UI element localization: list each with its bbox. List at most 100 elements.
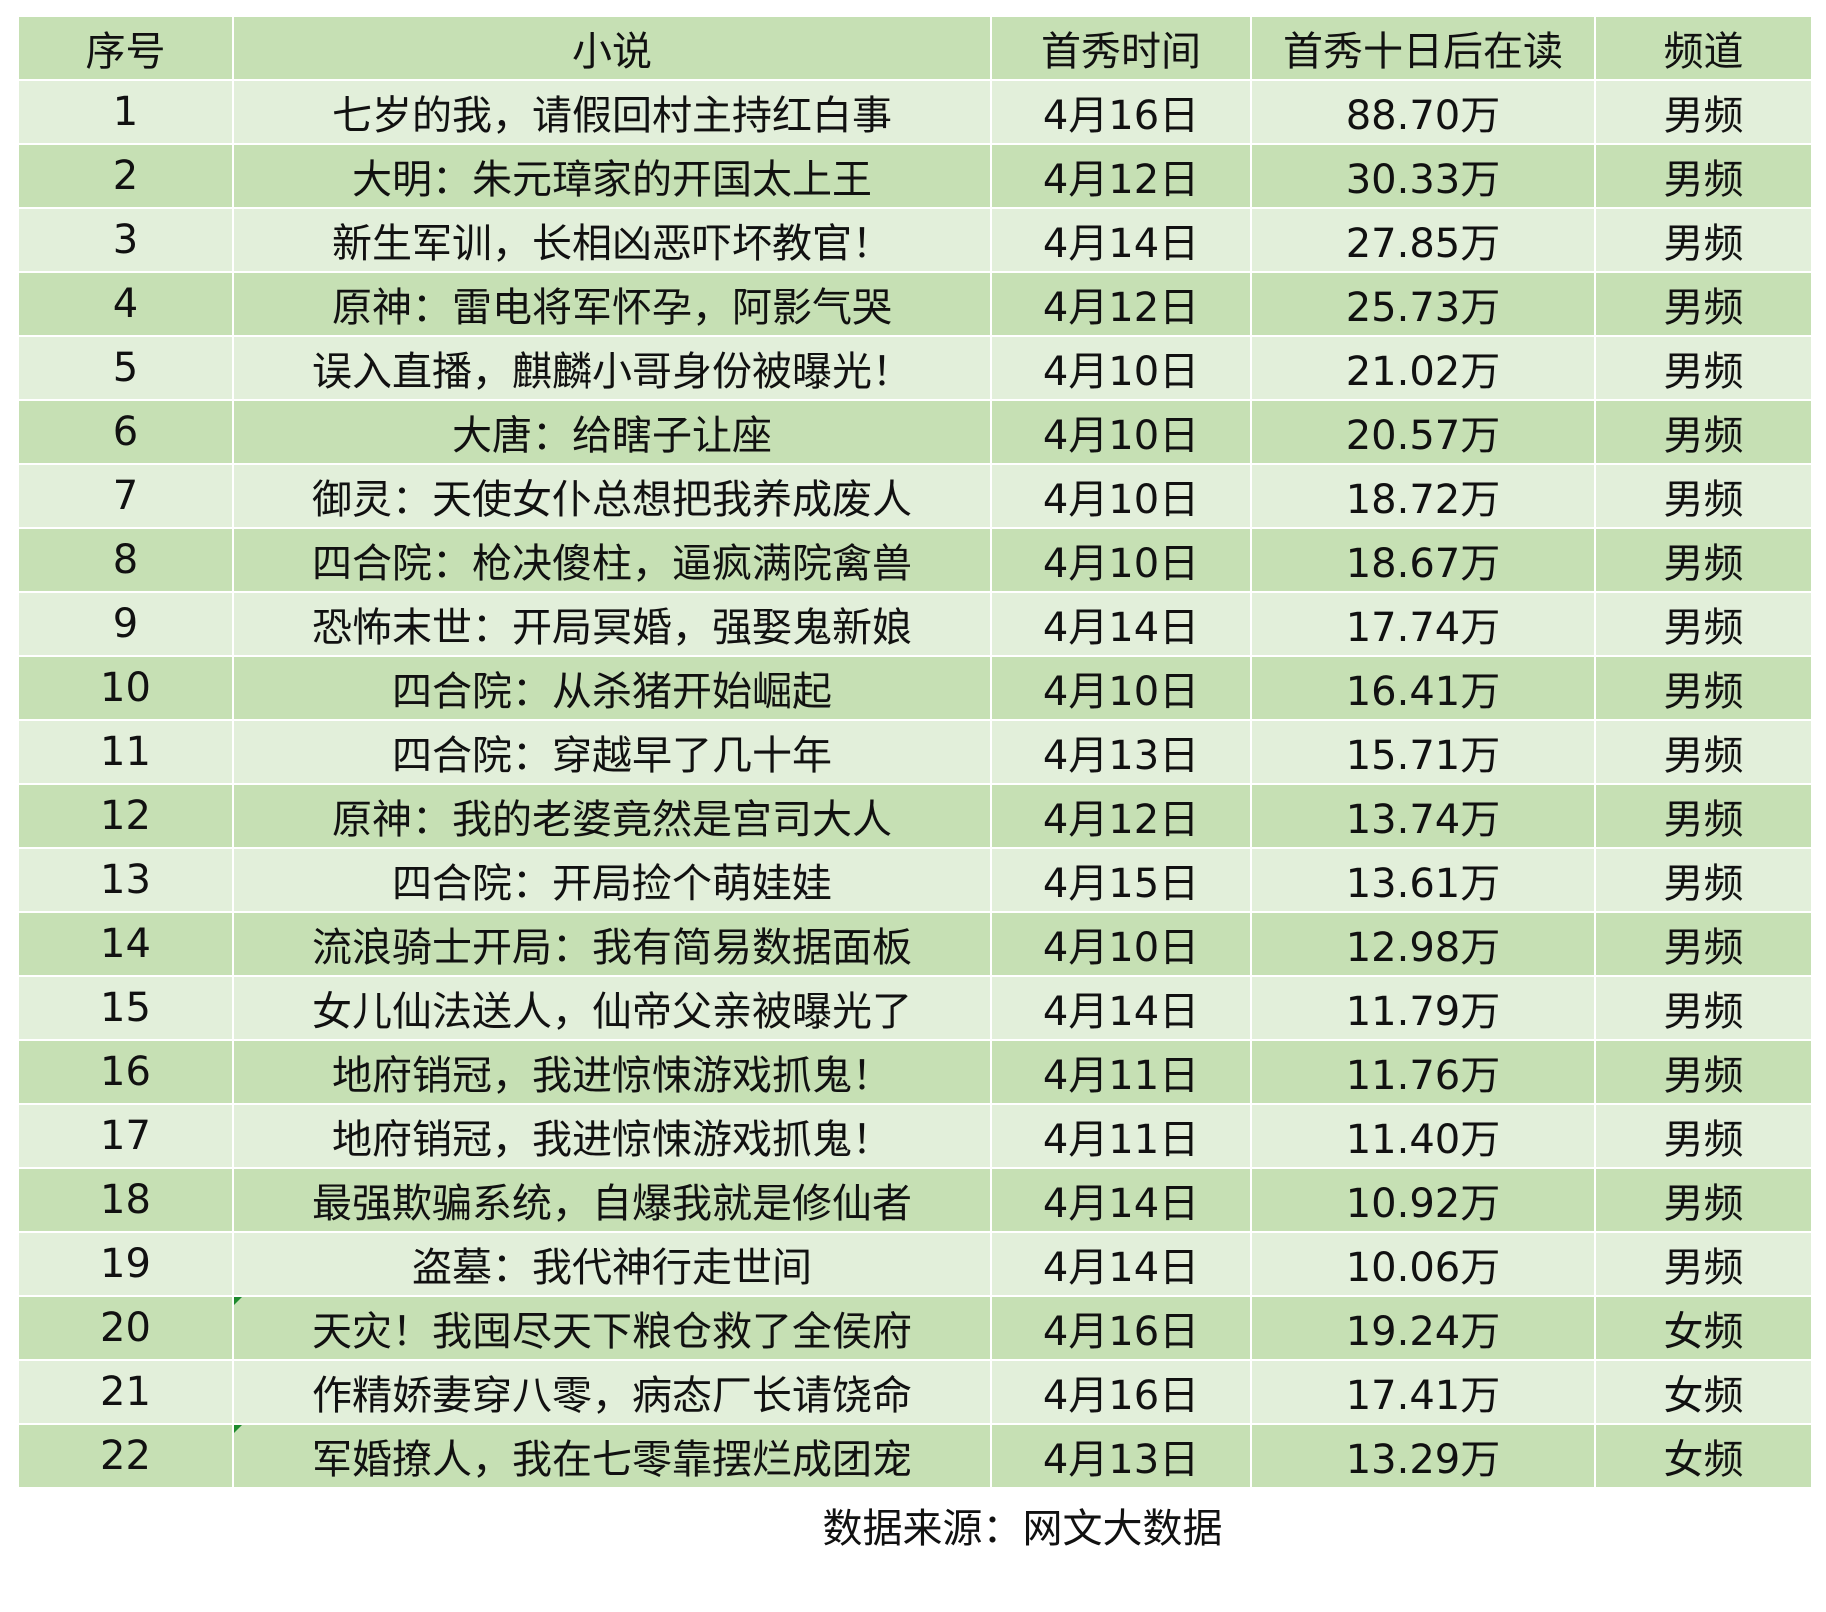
cell-index[interactable]: 14 <box>17 911 234 977</box>
cell-index[interactable]: 21 <box>17 1359 234 1425</box>
cell-debut-date[interactable]: 4月14日 <box>990 975 1252 1041</box>
cell-readers[interactable]: 12.98万 <box>1250 911 1596 977</box>
cell-novel[interactable]: 地府销冠，我进惊悚游戏抓鬼！ <box>232 1039 992 1105</box>
cell-novel[interactable]: 四合院：开局捡个萌娃娃 <box>232 847 992 913</box>
cell-novel[interactable]: 大明：朱元璋家的开国太上王 <box>232 143 992 209</box>
cell-readers[interactable]: 88.70万 <box>1250 79 1596 145</box>
cell-index[interactable]: 7 <box>17 463 234 529</box>
cell-readers[interactable]: 10.92万 <box>1250 1167 1596 1233</box>
cell-readers[interactable]: 20.57万 <box>1250 399 1596 465</box>
cell-channel[interactable]: 男频 <box>1594 271 1813 337</box>
cell-channel[interactable]: 男频 <box>1594 143 1813 209</box>
cell-channel[interactable]: 男频 <box>1594 1103 1813 1169</box>
cell-readers[interactable]: 15.71万 <box>1250 719 1596 785</box>
cell-debut-date[interactable]: 4月11日 <box>990 1039 1252 1105</box>
cell-debut-date[interactable]: 4月10日 <box>990 399 1252 465</box>
cell-channel[interactable]: 男频 <box>1594 335 1813 401</box>
cell-novel[interactable]: 七岁的我，请假回村主持红白事 <box>232 79 992 145</box>
cell-readers[interactable]: 13.74万 <box>1250 783 1596 849</box>
comment-marker-icon[interactable] <box>235 1426 242 1433</box>
cell-debut-date[interactable]: 4月13日 <box>990 719 1252 785</box>
cell-debut-date[interactable]: 4月14日 <box>990 591 1252 657</box>
cell-channel[interactable]: 男频 <box>1594 79 1813 145</box>
cell-readers[interactable]: 11.76万 <box>1250 1039 1596 1105</box>
cell-debut-date[interactable]: 4月10日 <box>990 527 1252 593</box>
cell-index[interactable]: 13 <box>17 847 234 913</box>
cell-index[interactable]: 16 <box>17 1039 234 1105</box>
cell-channel[interactable]: 男频 <box>1594 399 1813 465</box>
cell-index[interactable]: 2 <box>17 143 234 209</box>
cell-novel[interactable]: 盗墓：我代神行走世间 <box>232 1231 992 1297</box>
cell-novel[interactable]: 大唐：给瞎子让座 <box>232 399 992 465</box>
cell-novel[interactable]: 流浪骑士开局：我有简易数据面板 <box>232 911 992 977</box>
cell-readers[interactable]: 13.61万 <box>1250 847 1596 913</box>
cell-readers[interactable]: 16.41万 <box>1250 655 1596 721</box>
cell-index[interactable]: 17 <box>17 1103 234 1169</box>
cell-channel[interactable]: 男频 <box>1594 911 1813 977</box>
cell-index[interactable]: 1 <box>17 79 234 145</box>
cell-readers[interactable]: 18.67万 <box>1250 527 1596 593</box>
cell-novel[interactable]: 最强欺骗系统，自爆我就是修仙者 <box>232 1167 992 1233</box>
cell-index[interactable]: 18 <box>17 1167 234 1233</box>
cell-debut-date[interactable]: 4月10日 <box>990 911 1252 977</box>
cell-debut-date[interactable]: 4月16日 <box>990 1295 1252 1361</box>
cell-readers[interactable]: 27.85万 <box>1250 207 1596 273</box>
cell-debut-date[interactable]: 4月14日 <box>990 1231 1252 1297</box>
cell-debut-date[interactable]: 4月12日 <box>990 271 1252 337</box>
cell-debut-date[interactable]: 4月14日 <box>990 1167 1252 1233</box>
cell-novel[interactable]: 作精娇妻穿八零，病态厂长请饶命 <box>232 1359 992 1425</box>
cell-index[interactable]: 12 <box>17 783 234 849</box>
cell-novel[interactable]: 女儿仙法送人，仙帝父亲被曝光了 <box>232 975 992 1041</box>
cell-novel[interactable]: 四合院：枪决傻柱，逼疯满院禽兽 <box>232 527 992 593</box>
cell-novel[interactable]: 原神：雷电将军怀孕，阿影气哭 <box>232 271 992 337</box>
cell-debut-date[interactable]: 4月12日 <box>990 783 1252 849</box>
cell-novel[interactable]: 四合院：穿越早了几十年 <box>232 719 992 785</box>
cell-readers[interactable]: 11.79万 <box>1250 975 1596 1041</box>
cell-debut-date[interactable]: 4月10日 <box>990 463 1252 529</box>
cell-channel[interactable]: 男频 <box>1594 591 1813 657</box>
cell-debut-date[interactable]: 4月16日 <box>990 79 1252 145</box>
cell-readers[interactable]: 19.24万 <box>1250 1295 1596 1361</box>
cell-debut-date[interactable]: 4月11日 <box>990 1103 1252 1169</box>
cell-index[interactable]: 19 <box>17 1231 234 1297</box>
cell-index[interactable]: 8 <box>17 527 234 593</box>
cell-readers[interactable]: 11.40万 <box>1250 1103 1596 1169</box>
cell-debut-date[interactable]: 4月15日 <box>990 847 1252 913</box>
cell-index[interactable]: 3 <box>17 207 234 273</box>
cell-readers[interactable]: 17.41万 <box>1250 1359 1596 1425</box>
cell-novel[interactable]: 四合院：从杀猪开始崛起 <box>232 655 992 721</box>
cell-novel[interactable]: 御灵：天使女仆总想把我养成废人 <box>232 463 992 529</box>
cell-channel[interactable]: 男频 <box>1594 1167 1813 1233</box>
cell-readers[interactable]: 18.72万 <box>1250 463 1596 529</box>
cell-debut-date[interactable]: 4月16日 <box>990 1359 1252 1425</box>
cell-novel[interactable]: 误入直播，麒麟小哥身份被曝光！ <box>232 335 992 401</box>
cell-channel[interactable]: 男频 <box>1594 975 1813 1041</box>
cell-readers[interactable]: 21.02万 <box>1250 335 1596 401</box>
cell-debut-date[interactable]: 4月10日 <box>990 335 1252 401</box>
cell-debut-date[interactable]: 4月12日 <box>990 143 1252 209</box>
cell-channel[interactable]: 男频 <box>1594 463 1813 529</box>
cell-novel[interactable]: 恐怖末世：开局冥婚，强娶鬼新娘 <box>232 591 992 657</box>
cell-channel[interactable]: 男频 <box>1594 1231 1813 1297</box>
cell-channel[interactable]: 男频 <box>1594 207 1813 273</box>
cell-index[interactable]: 20 <box>17 1295 234 1361</box>
cell-readers[interactable]: 25.73万 <box>1250 271 1596 337</box>
cell-index[interactable]: 11 <box>17 719 234 785</box>
cell-index[interactable]: 5 <box>17 335 234 401</box>
cell-index[interactable]: 9 <box>17 591 234 657</box>
cell-channel[interactable]: 男频 <box>1594 1039 1813 1105</box>
cell-novel[interactable]: 新生军训，长相凶恶吓坏教官！ <box>232 207 992 273</box>
cell-novel[interactable]: 原神：我的老婆竟然是宫司大人 <box>232 783 992 849</box>
cell-debut-date[interactable]: 4月14日 <box>990 207 1252 273</box>
cell-index[interactable]: 15 <box>17 975 234 1041</box>
cell-index[interactable]: 6 <box>17 399 234 465</box>
cell-channel[interactable]: 男频 <box>1594 655 1813 721</box>
cell-readers[interactable]: 10.06万 <box>1250 1231 1596 1297</box>
cell-channel[interactable]: 男频 <box>1594 783 1813 849</box>
cell-channel[interactable]: 女频 <box>1594 1295 1813 1361</box>
cell-novel[interactable]: 军婚撩人，我在七零靠摆烂成团宠 <box>232 1423 992 1489</box>
cell-channel[interactable]: 男频 <box>1594 719 1813 785</box>
cell-readers[interactable]: 13.29万 <box>1250 1423 1596 1489</box>
cell-debut-date[interactable]: 4月13日 <box>990 1423 1252 1489</box>
cell-debut-date[interactable]: 4月10日 <box>990 655 1252 721</box>
